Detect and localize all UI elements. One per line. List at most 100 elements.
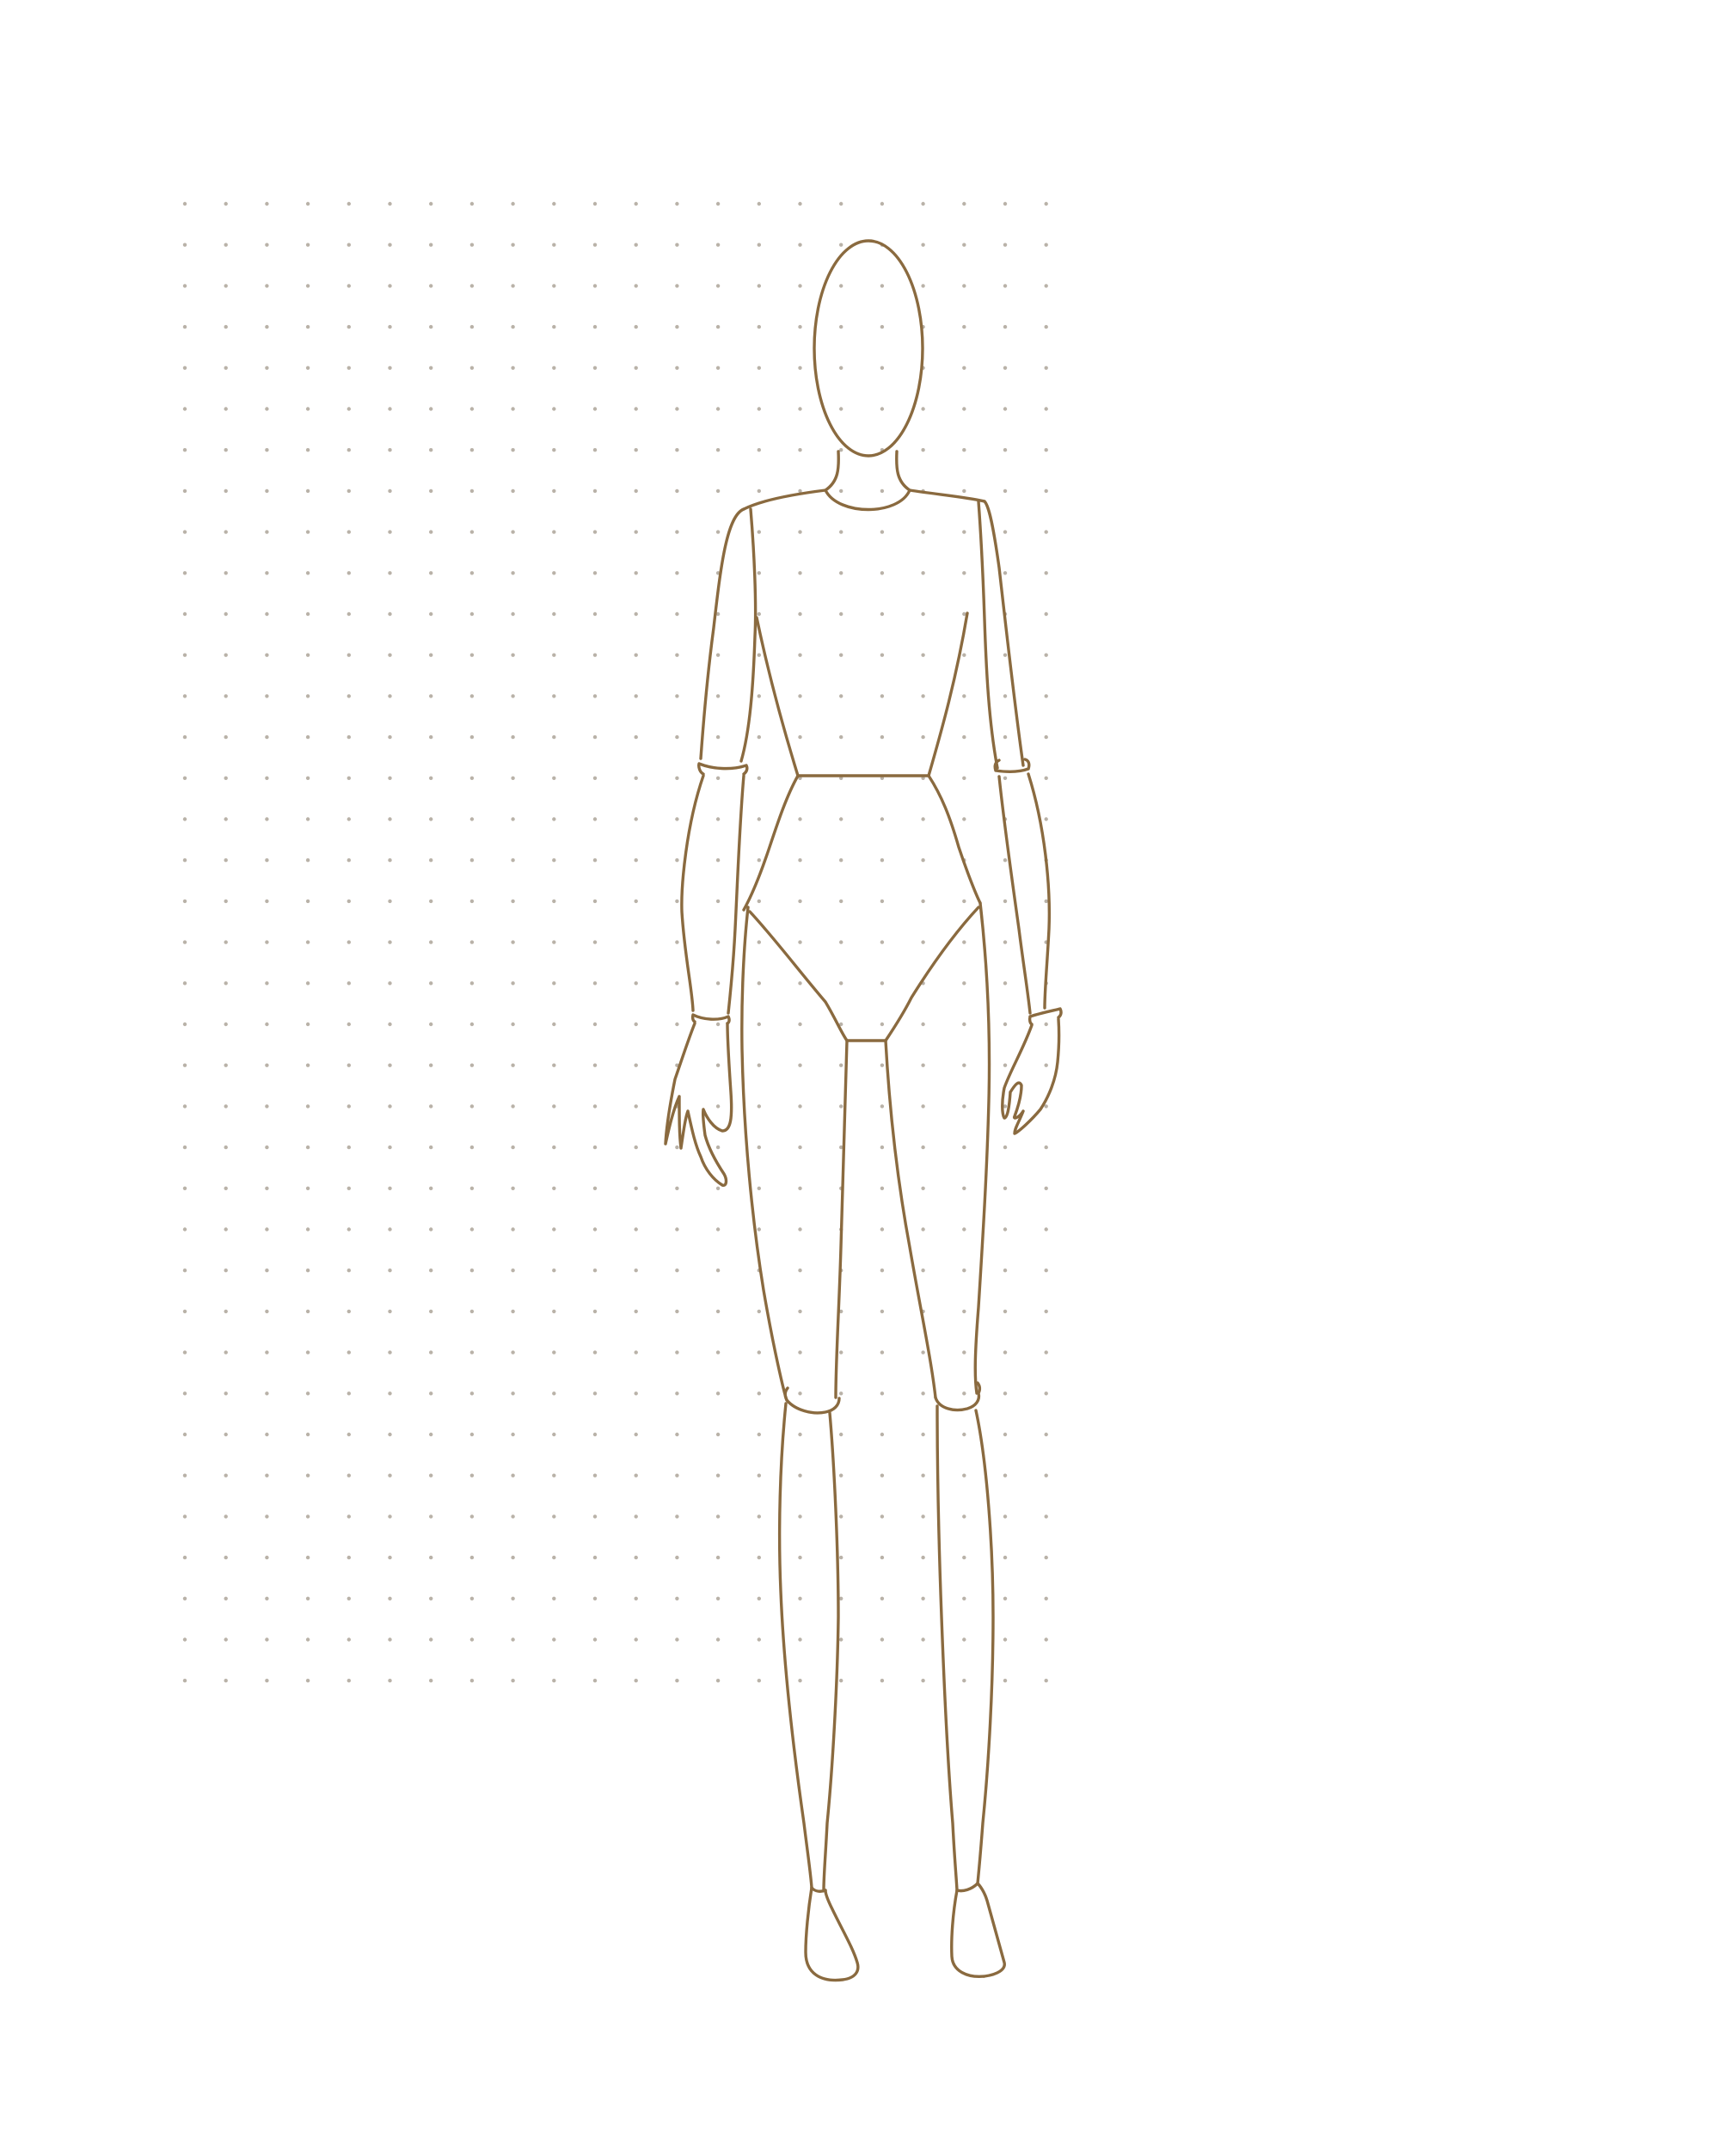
grid-dot [962, 940, 966, 944]
grid-dot [1044, 448, 1048, 452]
grid-dot [1044, 1596, 1048, 1601]
elbow-joint-right [993, 758, 1031, 774]
grid-dot [347, 1637, 351, 1642]
grid-dot [1044, 407, 1048, 411]
grid-dot [388, 1391, 392, 1396]
grid-dot [962, 488, 966, 494]
grid-dot [552, 1514, 556, 1519]
grid-dot [880, 653, 885, 657]
grid-dot [305, 1022, 310, 1027]
grid-dot [962, 1555, 966, 1560]
grid-dot [592, 940, 598, 944]
grid-dot [224, 1432, 228, 1437]
grid-dot [962, 407, 966, 411]
grid-dot [347, 1596, 351, 1601]
grid-dot [305, 817, 310, 821]
grid-dot [182, 981, 187, 986]
grid-dot [265, 1104, 269, 1109]
grid-dot [715, 530, 721, 534]
neck [824, 450, 911, 492]
grid-dot [757, 817, 761, 821]
grid-dot [1044, 1063, 1048, 1067]
grid-dot [388, 448, 392, 452]
grid-dot [182, 1268, 187, 1273]
shin-left [777, 1402, 840, 1892]
grid-dot [224, 1063, 228, 1067]
grid-dot [429, 611, 433, 617]
grid-dot [839, 407, 843, 411]
grid-dot [1003, 1268, 1008, 1273]
grid-dot [757, 1350, 761, 1354]
grid-dot [265, 1679, 269, 1683]
grid-dot [224, 1309, 228, 1314]
grid-dot [1003, 1104, 1008, 1109]
grid-dot [347, 366, 351, 370]
grid-dot [347, 1555, 351, 1560]
grid-dot [511, 940, 515, 944]
grid-dot [224, 530, 228, 534]
grid-dot [1003, 366, 1008, 370]
grid-dot [429, 653, 433, 657]
grid-dot [429, 448, 433, 452]
grid-dot [388, 1268, 392, 1273]
grid-dot [880, 694, 885, 698]
grid-dot [757, 366, 761, 370]
grid-dot [347, 488, 351, 494]
grid-dot [757, 1514, 761, 1519]
grid-dot [962, 530, 966, 534]
grid-dot [182, 776, 187, 780]
grid-dot [1044, 1637, 1048, 1642]
grid-dot [880, 981, 885, 986]
grid-dot [675, 858, 679, 863]
grid-dot [1044, 571, 1048, 575]
grid-dot [552, 324, 556, 329]
grid-dot [592, 1145, 598, 1150]
grid-dot [429, 530, 433, 534]
grid-dot [552, 1227, 556, 1232]
grid-dot [592, 1596, 598, 1601]
grid-dot [715, 1309, 721, 1314]
grid-dot [552, 1391, 556, 1396]
grid-dot [224, 776, 228, 780]
grid-dot [1003, 858, 1008, 863]
grid-dot [592, 653, 598, 657]
grid-dot [1044, 776, 1048, 780]
grid-dot [880, 817, 885, 821]
grid-dot [634, 1145, 638, 1150]
grid-dot [224, 1391, 228, 1396]
grid-dot [675, 201, 679, 206]
grid-dot [182, 571, 187, 575]
grid-dot [798, 734, 802, 740]
grid-dot [265, 530, 269, 534]
grid-dot [388, 1596, 392, 1601]
grid-dot [675, 1227, 679, 1232]
grid-dot [347, 1350, 351, 1354]
grid-dot [429, 981, 433, 986]
grid-dot [839, 653, 843, 657]
grid-dot [305, 366, 310, 370]
grid-dot [388, 1555, 392, 1560]
grid-dot [962, 1473, 966, 1477]
grid-dot [962, 817, 966, 821]
elbow-joint-left [697, 762, 749, 776]
grid-dot [347, 1268, 351, 1273]
grid-dot [962, 1309, 966, 1314]
grid-dot [388, 858, 392, 863]
grid-dot [1003, 1350, 1008, 1354]
grid-dot [592, 694, 598, 698]
grid-dot [757, 201, 761, 206]
grid-dot [592, 366, 598, 370]
ankle-right [955, 1882, 979, 1893]
grid-dot [962, 1268, 966, 1273]
grid-dot [265, 1514, 269, 1519]
grid-dot [511, 1186, 515, 1191]
grid-dot [347, 1104, 351, 1109]
grid-dot [798, 1022, 802, 1027]
grid-dot [798, 530, 802, 534]
grid-dot [511, 324, 515, 329]
grid-dot [265, 694, 269, 698]
grid-dot [1003, 284, 1008, 288]
grid-dot [634, 1063, 638, 1067]
grid-dot [880, 1268, 885, 1273]
